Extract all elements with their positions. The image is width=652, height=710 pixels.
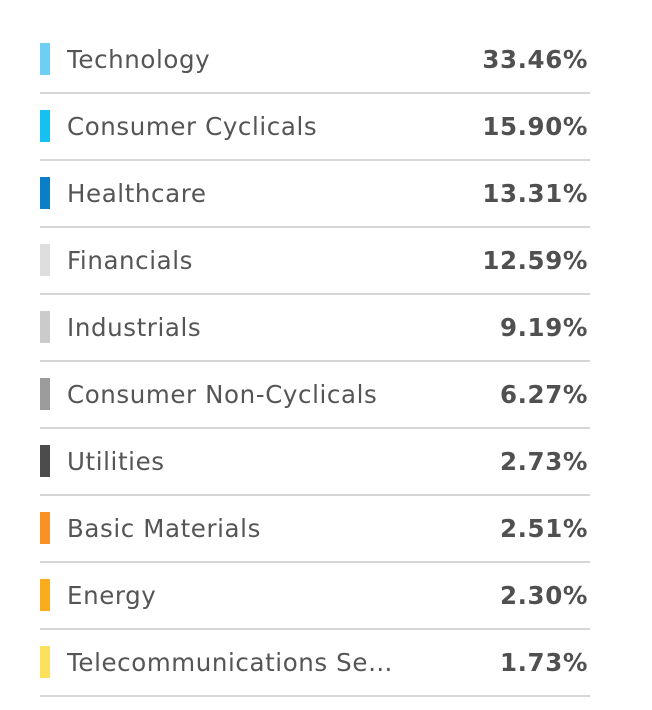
sector-percentage: 2.51% [500, 514, 588, 543]
color-swatch [40, 646, 50, 678]
sector-percentage: 6.27% [500, 380, 588, 409]
sector-percentage: 12.59% [482, 246, 588, 275]
sector-allocation-list: Technology 33.46% Consumer Cyclicals 15.… [40, 27, 590, 697]
sector-name: Technology [67, 45, 211, 74]
sector-row-basic-materials: Basic Materials 2.51% [40, 496, 590, 563]
sector-row-telecommunications: Telecommunications Se… 1.73% [40, 630, 590, 697]
sector-percentage: 2.73% [500, 447, 588, 476]
sector-percentage: 9.19% [500, 313, 588, 342]
color-swatch [40, 110, 50, 142]
sector-row-consumer-cyclicals: Consumer Cyclicals 15.90% [40, 94, 590, 161]
sector-percentage: 1.73% [500, 648, 588, 677]
sector-row-healthcare: Healthcare 13.31% [40, 161, 590, 228]
color-swatch [40, 579, 50, 611]
sector-row-financials: Financials 12.59% [40, 228, 590, 295]
color-swatch [40, 244, 50, 276]
color-swatch [40, 43, 50, 75]
sector-row-industrials: Industrials 9.19% [40, 295, 590, 362]
sector-name: Industrials [67, 313, 202, 342]
sector-name: Utilities [67, 447, 165, 476]
sector-name: Healthcare [67, 179, 207, 208]
sector-name: Financials [67, 246, 194, 275]
sector-name: Telecommunications Se… [67, 648, 394, 677]
color-swatch [40, 378, 50, 410]
sector-percentage: 33.46% [482, 45, 588, 74]
sector-percentage: 15.90% [482, 112, 588, 141]
sector-name: Basic Materials [67, 514, 261, 543]
sector-name: Energy [67, 581, 157, 610]
sector-row-utilities: Utilities 2.73% [40, 429, 590, 496]
sector-row-technology: Technology 33.46% [40, 27, 590, 94]
sector-percentage: 2.30% [500, 581, 588, 610]
color-swatch [40, 177, 50, 209]
sector-percentage: 13.31% [482, 179, 588, 208]
color-swatch [40, 445, 50, 477]
color-swatch [40, 311, 50, 343]
sector-row-consumer-non-cyclicals: Consumer Non-Cyclicals 6.27% [40, 362, 590, 429]
color-swatch [40, 512, 50, 544]
sector-row-energy: Energy 2.30% [40, 563, 590, 630]
sector-name: Consumer Non-Cyclicals [67, 380, 378, 409]
sector-name: Consumer Cyclicals [67, 112, 318, 141]
